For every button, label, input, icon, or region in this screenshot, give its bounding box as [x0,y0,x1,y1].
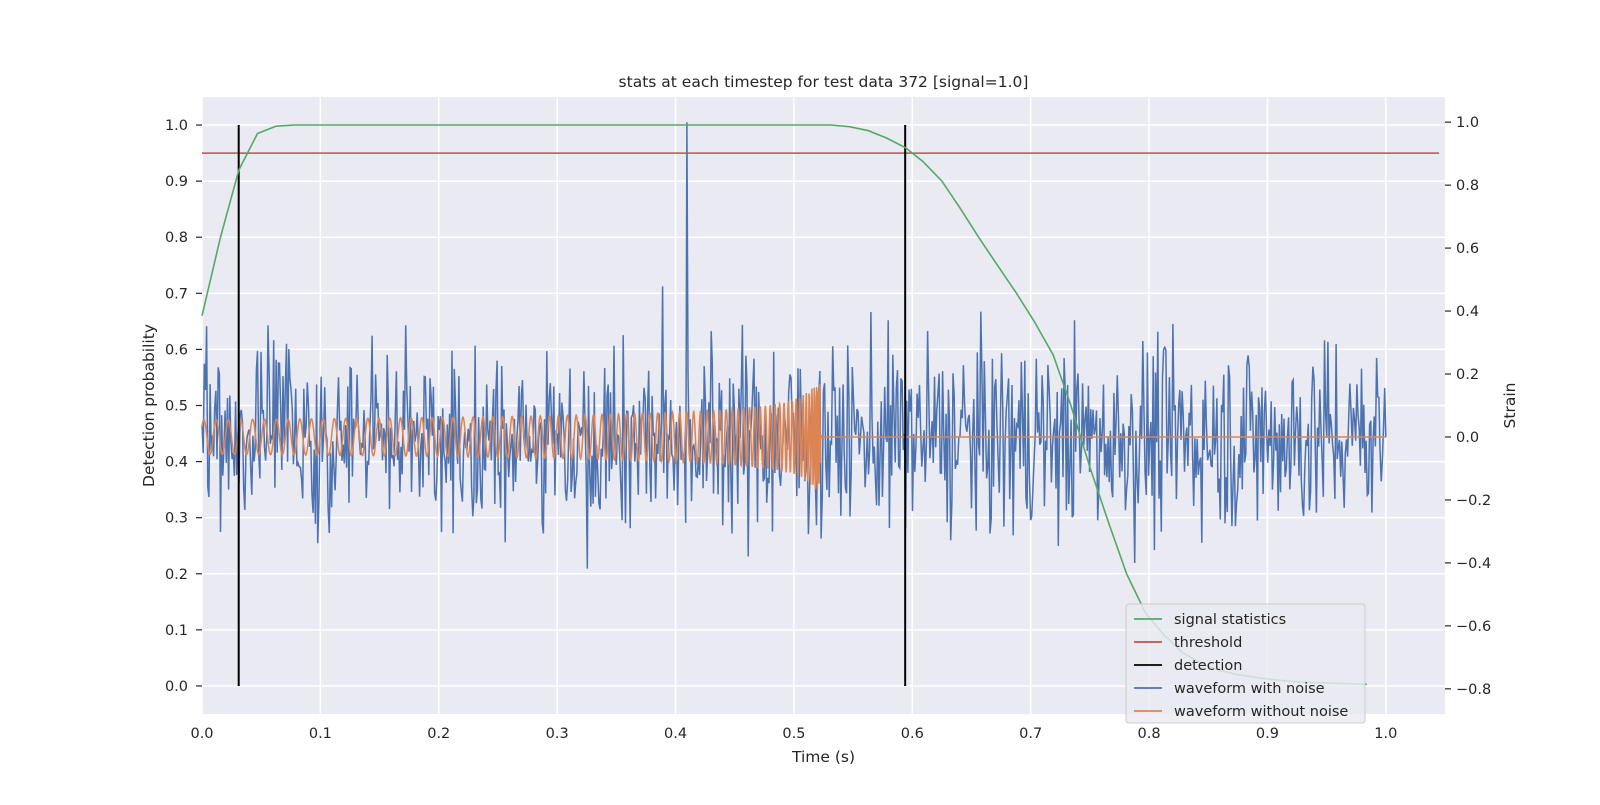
y-tick-label: 1.0 [165,118,188,134]
x-tick-label: 0.3 [546,726,569,742]
axes: 0.0 0.1 0.2 0.3 0.4 0.5 0.6 0.7 0.8 0.9 1.0 0.0 0.1 0… [165,115,1491,742]
y-axis-label: Detection probability [140,324,158,487]
series-layer [201,122,1440,686]
y2-tick-label: −0.6 [1456,619,1491,635]
y-tick-label: 0.7 [165,286,188,302]
legend-entry: waveform with noise [1174,681,1325,697]
y-tick-label: 0.4 [165,455,188,471]
x-tick-label: 0.0 [190,726,213,742]
y-tick-label: 0.8 [165,230,188,246]
y2-tick-label: −0.4 [1456,556,1491,572]
x-tick-label: 0.4 [664,726,687,742]
legend-entry: waveform without noise [1174,704,1348,720]
y-tick-label: 0.2 [165,567,188,583]
y-tick-label: 0.5 [165,399,188,415]
y2-tick-label: 1.0 [1456,115,1479,131]
x-tick-label: 0.5 [782,726,805,742]
legend-entry: signal statistics [1174,612,1286,628]
legend-entry: threshold [1174,635,1242,651]
y2-tick-label: −0.8 [1456,682,1491,698]
x-tick-label: 0.9 [1256,726,1279,742]
chart-title: stats at each timestep for test data 372… [619,73,1029,91]
x-axis-label: Time (s) [791,748,855,766]
y-tick-label: 0.9 [165,174,188,190]
x-tick-label: 0.7 [1019,726,1042,742]
y2-axis-label: Strain [1501,383,1519,429]
y2-tick-label: 0.0 [1456,430,1479,446]
x-tick-label: 1.0 [1374,726,1397,742]
y2-tick-label: −0.2 [1456,493,1491,509]
y2-tick-label: 0.4 [1456,304,1479,320]
y-tick-label: 0.0 [165,679,188,695]
y2-tick-label: 0.2 [1456,367,1479,383]
x-tick-label: 0.6 [901,726,924,742]
legend-box [1125,603,1366,724]
y-tick-label: 0.1 [165,623,188,639]
y2-tick-label: 0.8 [1456,178,1479,194]
y-tick-label: 0.6 [165,342,188,358]
x-tick-label: 0.8 [1138,726,1161,742]
series-waveform-without-noise [201,384,1386,490]
x-tick-label: 0.2 [427,726,450,742]
x-tick-label: 0.1 [309,726,332,742]
legend-entry: detection [1174,658,1242,674]
legend: signal statistics threshold detection wavef… [1125,603,1366,724]
y-tick-label: 0.3 [165,511,188,527]
y2-tick-label: 0.6 [1456,241,1479,257]
